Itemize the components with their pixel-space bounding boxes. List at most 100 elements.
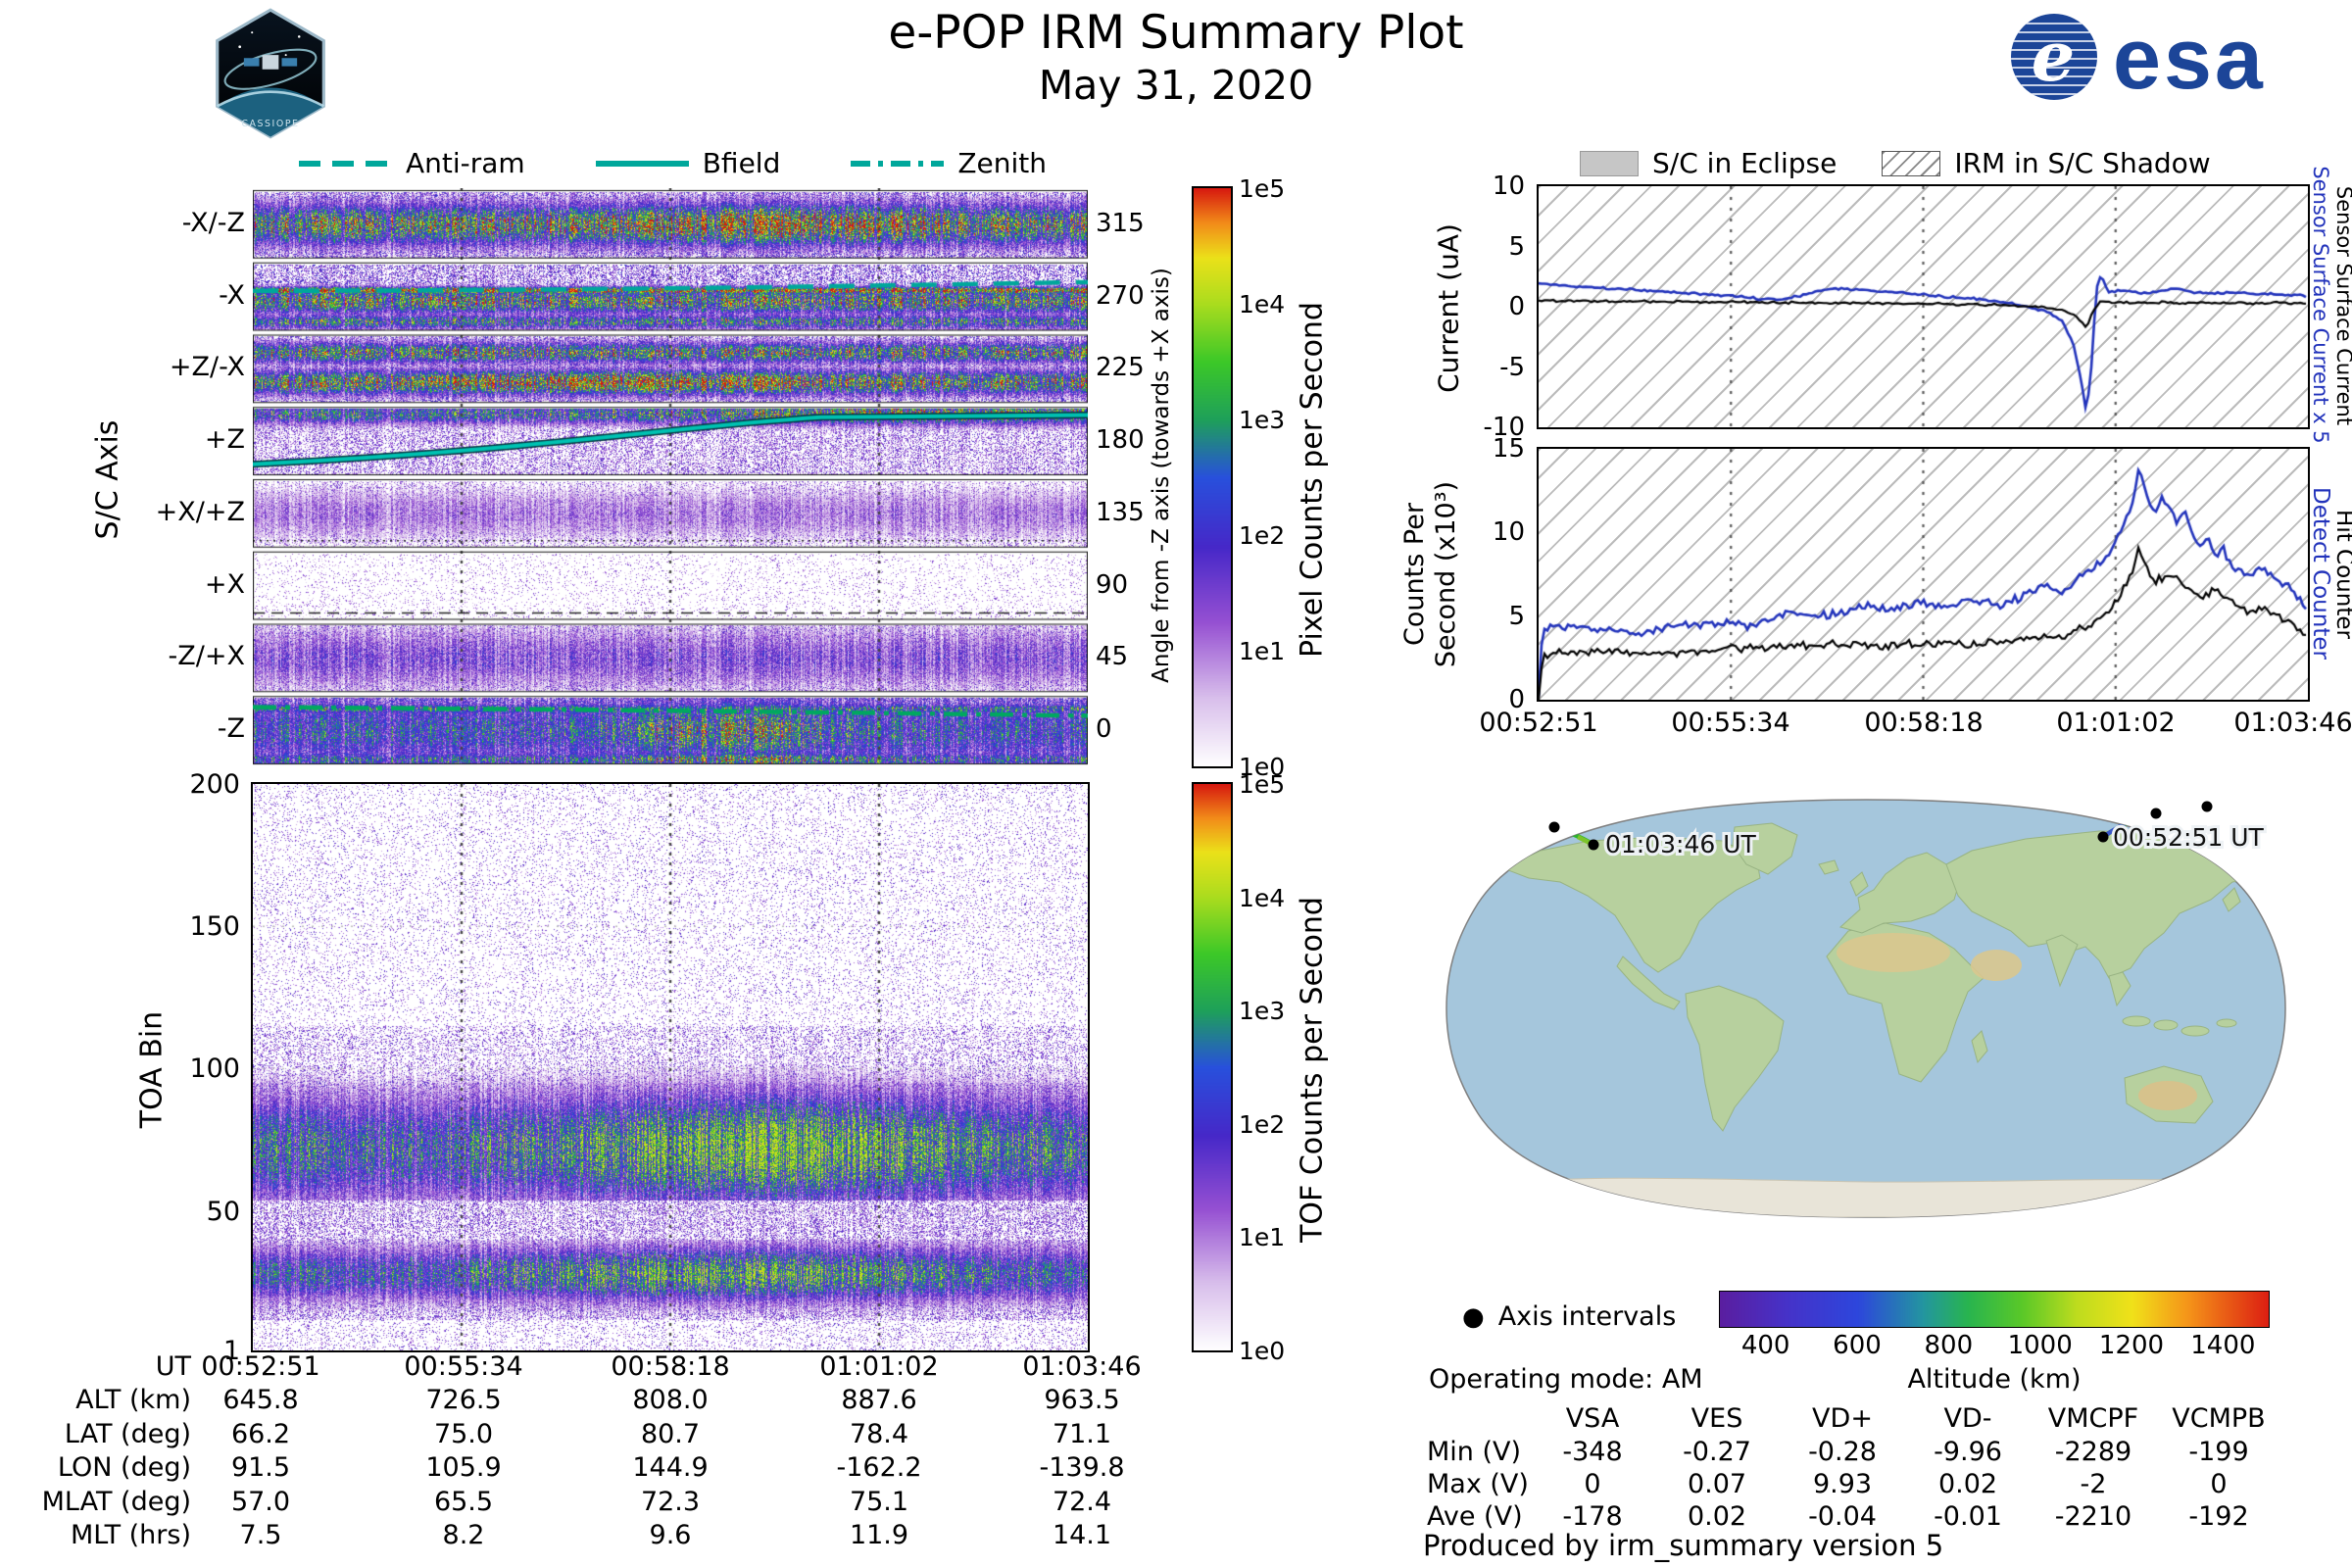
legend-item-antiram: Anti-ram — [299, 147, 525, 179]
ephemeris-cell: 14.1 — [1052, 1520, 1112, 1550]
ephemeris-cell: 11.9 — [849, 1520, 909, 1550]
axis-intervals-legend: ● Axis intervals — [1462, 1301, 1676, 1332]
tick-label: +Z — [204, 424, 245, 456]
eclipse-label: S/C in Eclipse — [1652, 147, 1838, 179]
voltage-cell: -0.04 — [1808, 1501, 1877, 1532]
shadow-label: IRM in S/C Shadow — [1954, 147, 2211, 179]
zenith-label: Zenith — [957, 147, 1048, 179]
tick-label: 315 — [1096, 208, 1145, 238]
voltage-row-label: Min (V) — [1427, 1437, 1522, 1467]
pixel-colorbar-ticks: 1e5 1e4 1e3 1e2 1e1 1e0 — [1239, 174, 1307, 781]
track-end-label: 01:03:46 UT — [1605, 830, 1757, 858]
voltage-cell: -178 — [1562, 1501, 1623, 1532]
tick-label: 135 — [1096, 497, 1145, 527]
tick-label: 15 — [1492, 434, 1525, 464]
legend-item-eclipse: S/C in Eclipse — [1580, 147, 1837, 179]
interval-dot-icon: ● — [1462, 1301, 1485, 1332]
voltage-cell: 9.93 — [1812, 1469, 1873, 1499]
cassiope-logo-text: CASSIOPE — [241, 119, 299, 129]
produced-by: Produced by irm_summary version 5 — [1423, 1529, 1944, 1562]
current-plot — [1537, 184, 2310, 429]
page-title-block: e-POP IRM Summary Plot May 31, 2020 — [745, 6, 1607, 109]
detect-counter-label: Detect Counter — [2308, 487, 2333, 660]
tick-label: +X/+Z — [155, 496, 245, 527]
ephemeris-cell: 57.0 — [230, 1487, 291, 1517]
tick-label: 45 — [1096, 642, 1129, 672]
ephemeris-cell: 887.6 — [841, 1385, 917, 1415]
voltage-cell: -199 — [2188, 1437, 2249, 1467]
ephemeris-row-label: MLAT (deg) — [41, 1487, 191, 1517]
tick-label: 1000 — [2007, 1331, 2073, 1360]
voltage-row-label: Max (V) — [1427, 1469, 1529, 1499]
tof-colorbar-label: TOF Counts per Second — [1295, 897, 1330, 1243]
voltage-cell: -192 — [2188, 1501, 2249, 1532]
ephemeris-cell: 66.2 — [230, 1419, 291, 1449]
tick-label: 225 — [1096, 353, 1145, 383]
hit-counter-label: Hit Counter — [2331, 510, 2352, 639]
ephemeris-cell: 01:03:46 — [1022, 1351, 1142, 1382]
counts-ytick-labels: 15 10 5 0 — [1417, 434, 1525, 714]
tick-label: 800 — [1924, 1331, 1974, 1360]
ephemeris-row-label: LAT (deg) — [64, 1419, 191, 1449]
bfield-label: Bfield — [702, 147, 781, 179]
operating-mode: Operating mode: AM — [1429, 1364, 1703, 1395]
ephemeris-cell: 75.0 — [433, 1419, 494, 1449]
tick-label: 200 — [189, 769, 240, 800]
ephemeris-cell: 91.5 — [230, 1452, 291, 1483]
tick-label: 50 — [206, 1196, 240, 1227]
tick-label: 270 — [1096, 280, 1145, 311]
world-map: 00:52:51 UT 01:03:46 UT — [1446, 799, 2286, 1218]
legend-item-shadow: IRM in S/C Shadow — [1882, 147, 2211, 179]
tof-colorbar-canvas — [1194, 784, 1231, 1350]
altitude-colorbar-canvas — [1720, 1292, 2269, 1327]
tick-label: 1e4 — [1239, 290, 1286, 318]
ground-track-map: 00:52:51 UT 01:03:46 UT — [1423, 784, 2310, 1233]
tick-label: 600 — [1833, 1331, 1882, 1360]
angle-tick-labels: 315 270 225 180 135 90 45 0 — [1096, 188, 1164, 766]
tick-label: 1e0 — [1239, 753, 1286, 781]
current-ytick-labels: 10 5 0 -5 -10 — [1417, 172, 1525, 442]
voltage-cell: -2210 — [2054, 1501, 2132, 1532]
pixel-colorbar — [1192, 186, 1233, 768]
tick-label: 90 — [1096, 569, 1129, 600]
voltage-cell: -2289 — [2054, 1437, 2132, 1467]
tick-label: -5 — [1499, 352, 1525, 382]
voltage-cell: -0.27 — [1683, 1437, 1751, 1467]
pixel-colorbar-canvas — [1194, 188, 1231, 766]
tick-label: 00:52:51 — [1479, 708, 1598, 738]
tick-label: 100 — [189, 1054, 240, 1085]
tick-label: 1 — [222, 1336, 240, 1366]
tof-colorbar-ticks: 1e5 1e4 1e3 1e2 1e1 1e0 — [1239, 770, 1307, 1365]
ephemeris-cell: 808.0 — [632, 1385, 709, 1415]
counts-plot — [1537, 447, 2310, 702]
altitude-colorbar-label: Altitude (km) — [1907, 1364, 2082, 1395]
right-xtick-labels: 00:52:51 00:55:34 00:58:18 01:01:02 01:03:46 — [1479, 708, 2352, 743]
voltage-cell: -9.96 — [1934, 1437, 2002, 1467]
esa-globe-e: e — [2032, 16, 2076, 97]
tick-label: +Z/-X — [169, 352, 245, 383]
bfield-line-sample — [595, 160, 689, 167]
tick-label: -Z/+X — [168, 641, 245, 672]
voltage-table: VSA VES VD+ VD- VMCPF VCMPB Min (V) -348 -0.27 -0… — [1411, 1403, 2332, 1541]
ephemeris-cell: 726.5 — [425, 1385, 502, 1415]
tick-label: 400 — [1740, 1331, 1790, 1360]
tick-label: 1e3 — [1239, 406, 1286, 434]
axis-intervals-label: Axis intervals — [1497, 1301, 1677, 1332]
tick-label: 180 — [1096, 425, 1145, 456]
voltage-cell: 0 — [1584, 1469, 1601, 1499]
tick-label: 1e0 — [1239, 1337, 1286, 1365]
altitude-colorbar — [1719, 1291, 2270, 1328]
cassiope-logo-graphic: CASSIOPE — [216, 8, 325, 139]
tick-label: 00:58:18 — [1864, 708, 1984, 738]
tick-label: 1200 — [2098, 1331, 2165, 1360]
orientation-line-legend: Anti-ram Bfield Zenith — [299, 147, 1200, 179]
voltage-cell: 0.02 — [1687, 1501, 1747, 1532]
tick-label: 1400 — [2190, 1331, 2256, 1360]
tick-label: 1e3 — [1239, 997, 1286, 1026]
ephemeris-row-label: UT — [155, 1351, 191, 1382]
zenith-line-sample — [851, 160, 945, 167]
eclipse-swatch — [1580, 150, 1639, 176]
ephemeris-cell: 144.9 — [632, 1452, 709, 1483]
toa-spectrogram-canvas — [253, 784, 1088, 1350]
